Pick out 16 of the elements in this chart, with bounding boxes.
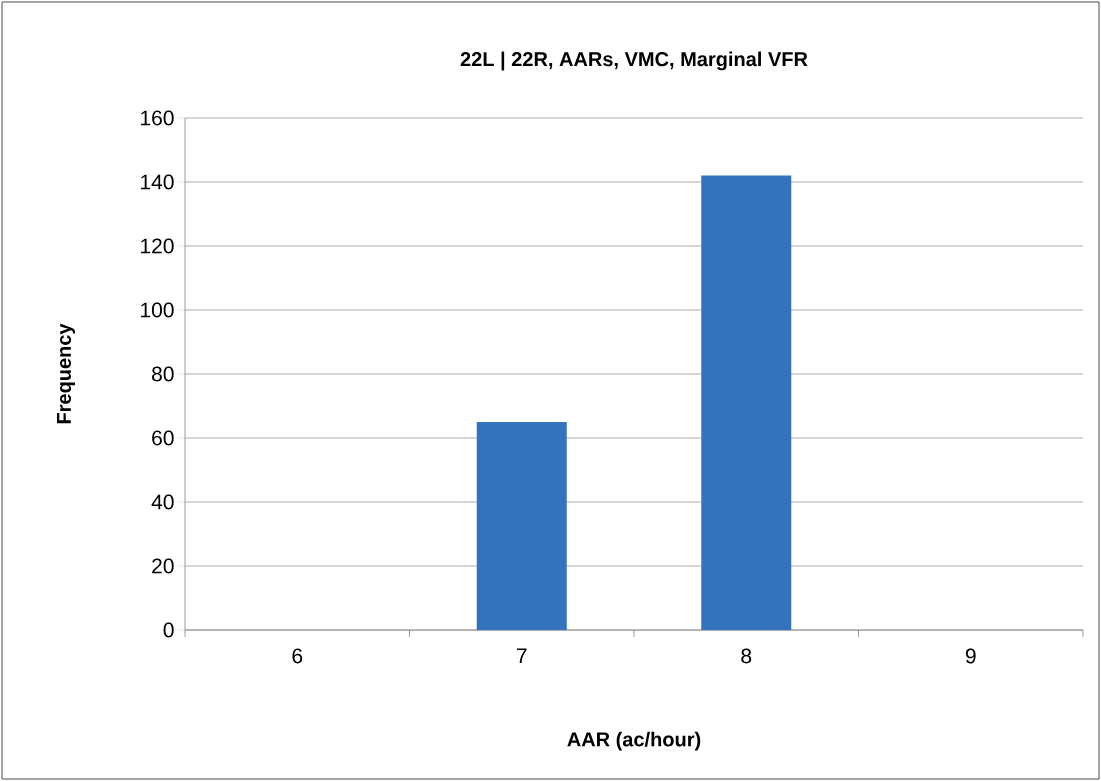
y-tick-label: 140 xyxy=(141,174,174,190)
y-tick-label: 0 xyxy=(163,622,174,638)
y-tick-label: 160 xyxy=(141,110,174,126)
y-tick-label: 20 xyxy=(152,558,174,574)
y-tick-label: 120 xyxy=(141,238,174,254)
x-tick-label: 7 xyxy=(516,648,527,663)
x-tick-label: 8 xyxy=(741,648,752,664)
y-tick-label: 40 xyxy=(151,494,174,510)
chart-title: 22L | 22R, AARs, VMC, Marginal VFR xyxy=(460,51,808,71)
x-axis-title: AAR (ac/hour) xyxy=(567,731,701,751)
y-tick-label: 60 xyxy=(152,430,174,446)
y-tick-label: 80 xyxy=(152,366,174,382)
x-tick-label: 6 xyxy=(292,648,303,664)
x-tick-label: 9 xyxy=(965,648,976,664)
y-tick-label: 100 xyxy=(141,302,174,318)
y-axis-title: Frequency xyxy=(57,323,75,424)
